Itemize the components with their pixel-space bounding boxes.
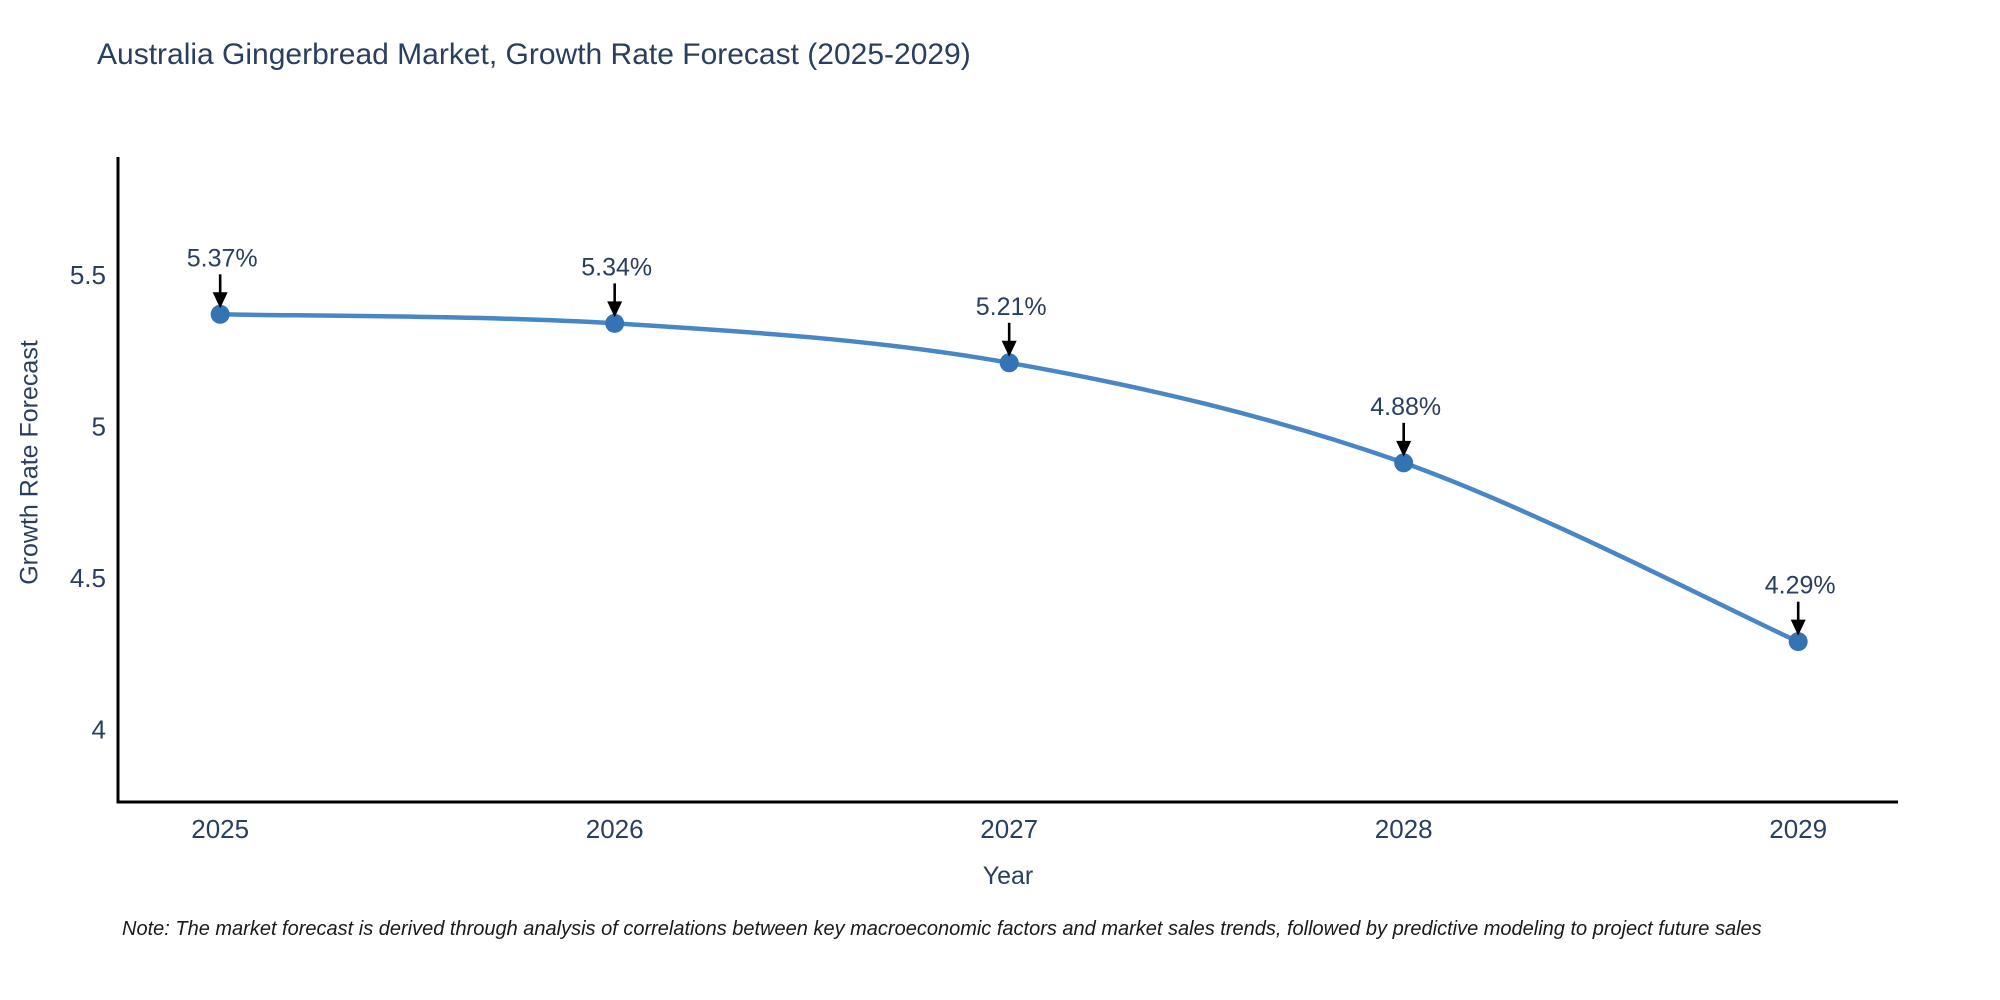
data-point-marker	[210, 304, 230, 324]
x-tick-label: 2026	[586, 814, 644, 844]
data-point-marker	[605, 313, 625, 333]
footnote: Note: The market forecast is derived thr…	[122, 918, 1762, 940]
x-axis-title: Year	[982, 862, 1034, 890]
x-tick-label: 2025	[191, 814, 249, 844]
annotation-label: 4.88%	[1370, 393, 1441, 421]
y-tick-label: 5.5	[70, 260, 106, 290]
x-tick-label: 2027	[980, 814, 1038, 844]
annotation-label: 4.29%	[1765, 572, 1836, 600]
x-tick-label: 2028	[1375, 814, 1433, 844]
annotation-label: 5.37%	[187, 244, 258, 272]
x-tick-label: 2029	[1769, 814, 1827, 844]
data-point-marker	[999, 353, 1019, 373]
annotation-label: 5.21%	[976, 293, 1047, 321]
annotation-arrowhead-icon	[1396, 440, 1412, 457]
data-point-marker	[1394, 453, 1414, 473]
annotation-arrowhead-icon	[212, 292, 228, 309]
y-tick-label: 4	[92, 715, 106, 745]
annotation-arrowhead-icon	[607, 301, 623, 318]
data-point-marker	[1788, 632, 1808, 652]
chart-title: Australia Gingerbread Market, Growth Rat…	[97, 38, 971, 71]
annotation-arrowhead-icon	[1001, 340, 1017, 357]
y-axis-title: Growth Rate Forecast	[15, 340, 44, 585]
y-tick-label: 5	[92, 411, 106, 441]
annotation-label: 5.34%	[581, 253, 652, 281]
annotation-arrowhead-icon	[1790, 619, 1806, 636]
y-tick-label: 4.5	[70, 563, 106, 593]
